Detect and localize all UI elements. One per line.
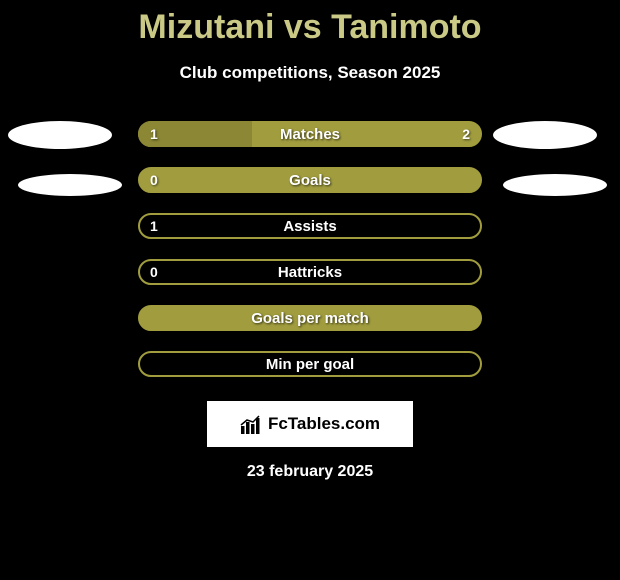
- ellipse-top-right: [493, 121, 597, 149]
- stat-row: 1Assists: [138, 213, 482, 239]
- stat-row: 12Matches: [138, 121, 482, 147]
- bar-label: Matches: [138, 121, 482, 147]
- stat-row: 0Goals: [138, 167, 482, 193]
- ellipse-bottom-right: [503, 174, 607, 196]
- ellipse-top-left: [8, 121, 112, 149]
- ellipse-bottom-left: [18, 174, 122, 196]
- page-title: Mizutani vs Tanimoto: [0, 0, 620, 47]
- subtitle: Club competitions, Season 2025: [0, 63, 620, 83]
- brand-text: FcTables.com: [268, 414, 380, 434]
- stat-bars: 12Matches 0Goals 1Assists 0Hattricks Goals p…: [138, 121, 482, 397]
- bar-label: Hattricks: [138, 259, 482, 285]
- bar-label: Min per goal: [138, 351, 482, 377]
- stat-row: Min per goal: [138, 351, 482, 377]
- stat-row: Goals per match: [138, 305, 482, 331]
- bar-label: Goals: [138, 167, 482, 193]
- bar-label: Goals per match: [138, 305, 482, 331]
- stat-row: 0Hattricks: [138, 259, 482, 285]
- brand-box: FcTables.com: [207, 401, 413, 447]
- date-text: 23 february 2025: [0, 463, 620, 481]
- chart-icon: [240, 414, 264, 434]
- bar-label: Assists: [138, 213, 482, 239]
